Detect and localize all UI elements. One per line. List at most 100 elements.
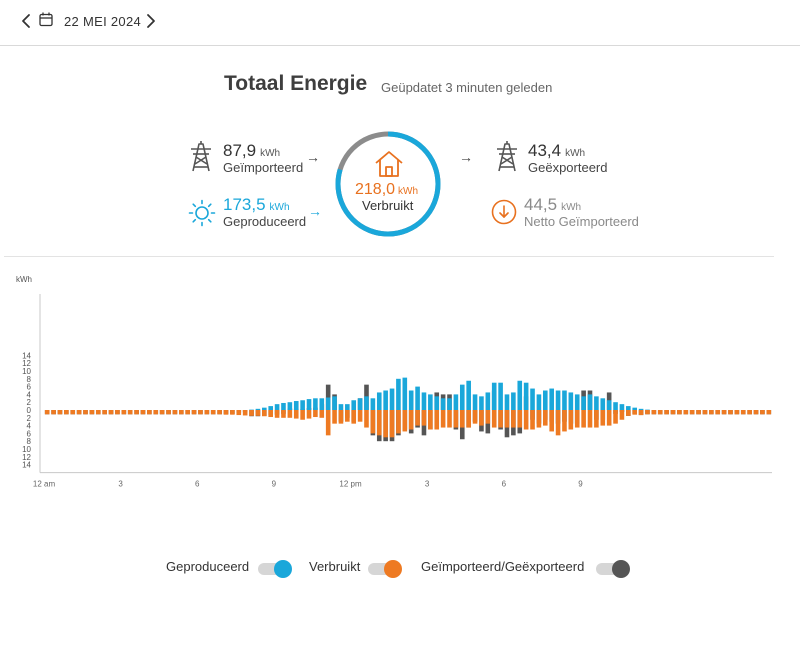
bar-produced (587, 394, 593, 410)
bar-consumed (147, 410, 152, 415)
bar-consumed (530, 410, 535, 430)
produced-label: Geproduceerd (223, 214, 307, 229)
sun-icon (188, 199, 216, 227)
bar-produced (472, 394, 478, 410)
bar-consumed (587, 410, 593, 428)
exported-label: Geëxporteerd (528, 160, 608, 175)
consumed-label: Verbruikt (362, 198, 414, 213)
bar-consumed (370, 410, 376, 434)
y-tick-label: 10 (22, 445, 31, 454)
bar-produced (281, 402, 286, 410)
bar-consumed (140, 410, 146, 415)
bar-consumed (504, 410, 510, 428)
bar-produced (555, 390, 561, 410)
bar-produced (313, 398, 318, 410)
bar-consumed (453, 410, 459, 428)
bar-consumed (319, 410, 325, 418)
exported-arrow-icon: → (459, 149, 473, 165)
current-date[interactable]: 22 MEI 2024 (64, 14, 142, 29)
bar-produced (523, 382, 529, 410)
net-imported-stat: 44,5 kWh Netto Geïmporteerd (524, 195, 639, 229)
bar-consumed (236, 410, 242, 416)
bar-consumed (185, 410, 190, 415)
bar-consumed (274, 410, 280, 418)
bar-consumed (198, 410, 203, 415)
bar-consumed (491, 410, 497, 428)
produced-unit: kWh (269, 202, 290, 213)
bar-consumed (594, 410, 599, 428)
consumed-toggle[interactable] (368, 560, 402, 578)
bar-consumed (568, 410, 574, 430)
bar-consumed (64, 410, 69, 415)
bar-consumed (613, 410, 618, 424)
bar-consumed (472, 410, 478, 424)
bar-grid (325, 384, 331, 410)
bar-consumed (753, 410, 759, 415)
y-tick-label: 12 (22, 359, 31, 368)
bar-produced (408, 390, 414, 410)
bar-consumed (345, 410, 350, 422)
bar-consumed (325, 410, 331, 436)
bar-consumed (389, 410, 395, 438)
imported-label: Geïmporteerd (223, 160, 304, 175)
x-tick-label: 9 (272, 480, 277, 489)
page-title: Totaal Energie (224, 72, 368, 95)
produced-arrow-icon: → (308, 203, 322, 219)
bar-produced (351, 400, 357, 410)
y-tick-label: 6 (27, 429, 32, 438)
bar-consumed (408, 410, 414, 430)
bar-produced (428, 394, 433, 410)
bar-consumed (670, 410, 676, 415)
power-pylon-icon (191, 141, 211, 172)
bar-consumed (396, 410, 401, 434)
bar-consumed (626, 410, 631, 416)
exported-value: 43,4 (528, 141, 562, 160)
next-day-button[interactable] (141, 11, 159, 31)
bar-consumed (562, 410, 567, 432)
bar-consumed (230, 410, 235, 415)
grid-toggle[interactable] (596, 560, 630, 578)
y-tick-label: 6 (27, 383, 32, 392)
legend-grid-label: Geïmporteerd/Geëxporteerd (421, 559, 585, 574)
bar-consumed (523, 410, 529, 430)
bar-consumed (402, 410, 408, 432)
y-tick-label: 4 (27, 390, 32, 399)
bar-produced (357, 398, 363, 410)
bar-consumed (306, 410, 312, 419)
bar-consumed (121, 410, 127, 415)
bar-consumed (300, 410, 305, 420)
imported-arrow-icon: → (306, 149, 320, 165)
x-tick-label: 9 (578, 480, 583, 489)
bar-consumed (166, 410, 171, 415)
bar-consumed (651, 410, 657, 415)
imported-stat: 87,9 kWh Geïmporteerd (223, 141, 303, 175)
bar-produced (402, 377, 408, 410)
date-navigation-bar: 22 MEI 2024 (0, 0, 800, 46)
calendar-icon[interactable] (39, 12, 53, 27)
bar-consumed (95, 410, 101, 415)
bar-consumed (268, 410, 273, 418)
bar-produced (600, 398, 606, 410)
bar-produced (459, 384, 465, 410)
section-divider (4, 256, 774, 257)
bar-produced (536, 394, 542, 410)
bar-produced (389, 388, 395, 410)
bar-produced (338, 404, 344, 410)
bar-consumed (683, 410, 689, 415)
y-tick-label: 14 (22, 351, 31, 360)
bar-produced (543, 390, 548, 410)
bar-consumed (696, 410, 701, 415)
bar-produced (638, 408, 644, 410)
previous-day-button[interactable] (18, 11, 36, 31)
bar-consumed (709, 410, 714, 415)
bar-consumed (83, 410, 88, 415)
bar-consumed (517, 410, 523, 428)
bar-consumed (338, 410, 344, 424)
bar-produced (274, 404, 280, 410)
y-tick-label: 2 (27, 398, 32, 407)
y-tick-label: 2 (27, 414, 32, 423)
bar-consumed (760, 410, 765, 415)
produced-toggle[interactable] (258, 560, 292, 578)
consumed-value: 218,0 kWh (355, 181, 418, 199)
y-tick-label: 8 (27, 375, 32, 384)
